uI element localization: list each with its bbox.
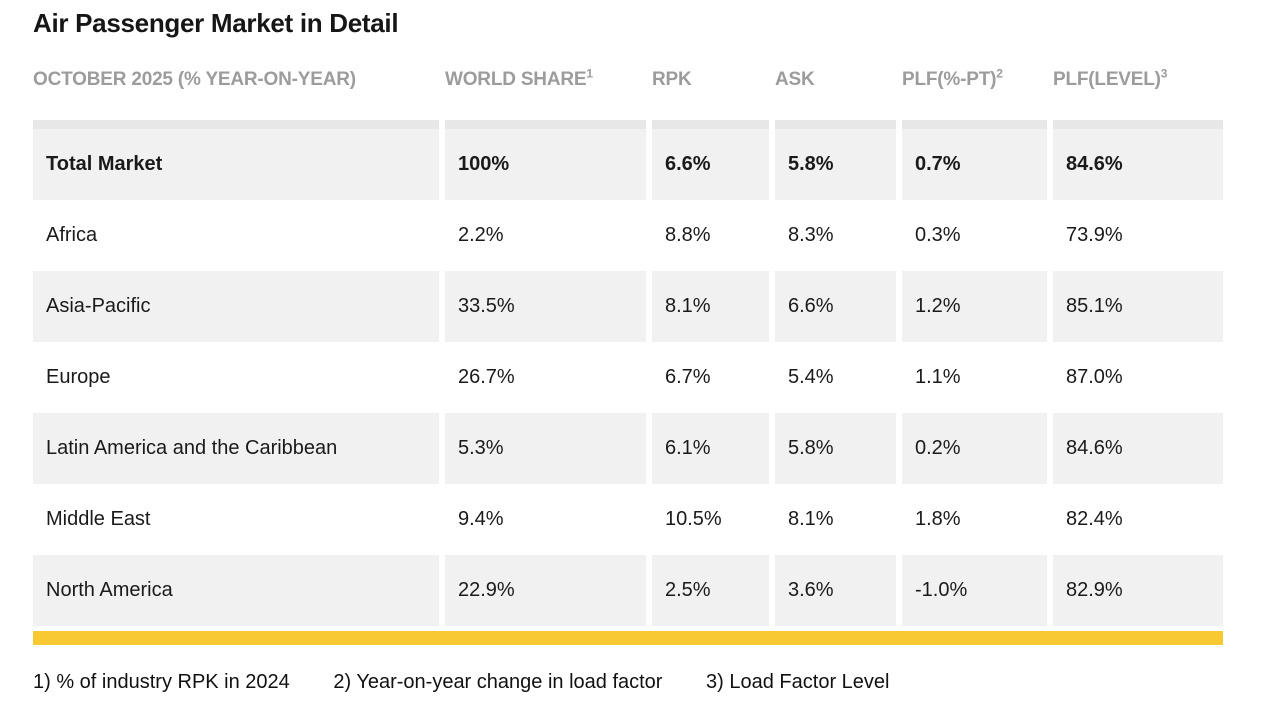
table-row: Middle East 9.4% 10.5% 8.1% 1.8% 82.4% [33, 484, 1223, 555]
value-cell: 22.9% [445, 555, 646, 626]
table-row: Latin America and the Caribbean 5.3% 6.1% 5… [33, 413, 1223, 484]
value-cell: 3.6% [775, 555, 896, 626]
value-cell: 84.6% [1053, 413, 1223, 484]
column-header-ask: ASK [775, 69, 815, 90]
value-cell: 6.6% [652, 129, 769, 200]
region-cell: Total Market [33, 129, 439, 200]
table-row: Africa 2.2% 8.8% 8.3% 0.3% 73.9% [33, 200, 1223, 271]
table-row: Europe 26.7% 6.7% 5.4% 1.1% 87.0% [33, 342, 1223, 413]
region-cell: Middle East [46, 508, 151, 530]
table-top-strip-segment [33, 120, 439, 129]
table-row: Asia-Pacific 33.5% 8.1% 6.6% 1.2% 85.1% [33, 271, 1223, 342]
value-cell: 10.5% [665, 508, 722, 530]
value-cell: 8.8% [665, 224, 711, 246]
table-top-strip [33, 120, 1223, 129]
table-top-strip-segment [902, 120, 1047, 129]
value-cell: 5.8% [775, 413, 896, 484]
footnote-plf-pt: 2) Year-on-year change in load factor [333, 671, 663, 693]
footnotes: 1) % of industry RPK in 2024 2) Year-on-… [33, 671, 1276, 694]
value-cell: 0.2% [902, 413, 1047, 484]
table-row: North America 22.9% 2.5% 3.6% -1.0% 82.9% [33, 555, 1223, 626]
table-top-strip-segment [775, 120, 896, 129]
value-cell: -1.0% [902, 555, 1047, 626]
value-cell: 8.3% [788, 224, 834, 246]
value-cell: 6.6% [775, 271, 896, 342]
footnote-world-share: 1) % of industry RPK in 2024 [33, 671, 290, 693]
value-cell: 6.1% [652, 413, 769, 484]
column-header-rpk: RPK [652, 69, 692, 90]
value-cell: 0.7% [902, 129, 1047, 200]
table-top-strip-segment [652, 120, 769, 129]
value-cell: 6.7% [665, 366, 711, 388]
column-header-plf-pt: PLF(%-PT)2 [902, 66, 1003, 90]
footnote-plf-level: 3) Load Factor Level [706, 671, 890, 693]
value-cell: 82.9% [1053, 555, 1223, 626]
value-cell: 5.3% [445, 413, 646, 484]
value-cell: 33.5% [445, 271, 646, 342]
report-page: Air Passenger Market in Detail OCTOBER 2… [33, 8, 1276, 694]
value-cell: 26.7% [458, 366, 515, 388]
region-cell: Europe [46, 366, 111, 388]
region-cell: North America [33, 555, 439, 626]
column-header-period: OCTOBER 2025 (% YEAR-ON-YEAR) [33, 69, 356, 90]
value-cell: 84.6% [1053, 129, 1223, 200]
page-title: Air Passenger Market in Detail [33, 8, 399, 38]
value-cell: 2.5% [652, 555, 769, 626]
value-cell: 82.4% [1066, 508, 1123, 530]
table-bottom-accent-bar [33, 631, 1223, 645]
region-cell: Latin America and the Caribbean [33, 413, 439, 484]
value-cell: 5.4% [788, 366, 834, 388]
table-row: Total Market 100% 6.6% 5.8% 0.7% 84.6% [33, 129, 1223, 200]
market-table: OCTOBER 2025 (% YEAR-ON-YEAR) WORLD SHAR… [33, 68, 1223, 645]
value-cell: 9.4% [458, 508, 504, 530]
column-header-world-share: WORLD SHARE1 [445, 66, 593, 90]
value-cell: 1.8% [915, 508, 961, 530]
value-cell: 8.1% [788, 508, 834, 530]
table-header-row: OCTOBER 2025 (% YEAR-ON-YEAR) WORLD SHAR… [33, 68, 1223, 92]
table-body: Total Market 100% 6.6% 5.8% 0.7% 84.6% Africa 2… [33, 129, 1223, 626]
region-cell: Asia-Pacific [33, 271, 439, 342]
value-cell: 85.1% [1053, 271, 1223, 342]
table-top-strip-segment [1053, 120, 1223, 129]
table-top-strip-segment [445, 120, 646, 129]
region-cell: Africa [46, 224, 98, 246]
value-cell: 0.3% [915, 224, 961, 246]
value-cell: 1.1% [915, 366, 961, 388]
value-cell: 5.8% [775, 129, 896, 200]
value-cell: 2.2% [458, 224, 504, 246]
value-cell: 1.2% [902, 271, 1047, 342]
value-cell: 100% [445, 129, 646, 200]
value-cell: 8.1% [652, 271, 769, 342]
value-cell: 87.0% [1066, 366, 1123, 388]
value-cell: 73.9% [1066, 224, 1123, 246]
column-header-plf-level: PLF(LEVEL)3 [1053, 66, 1168, 90]
